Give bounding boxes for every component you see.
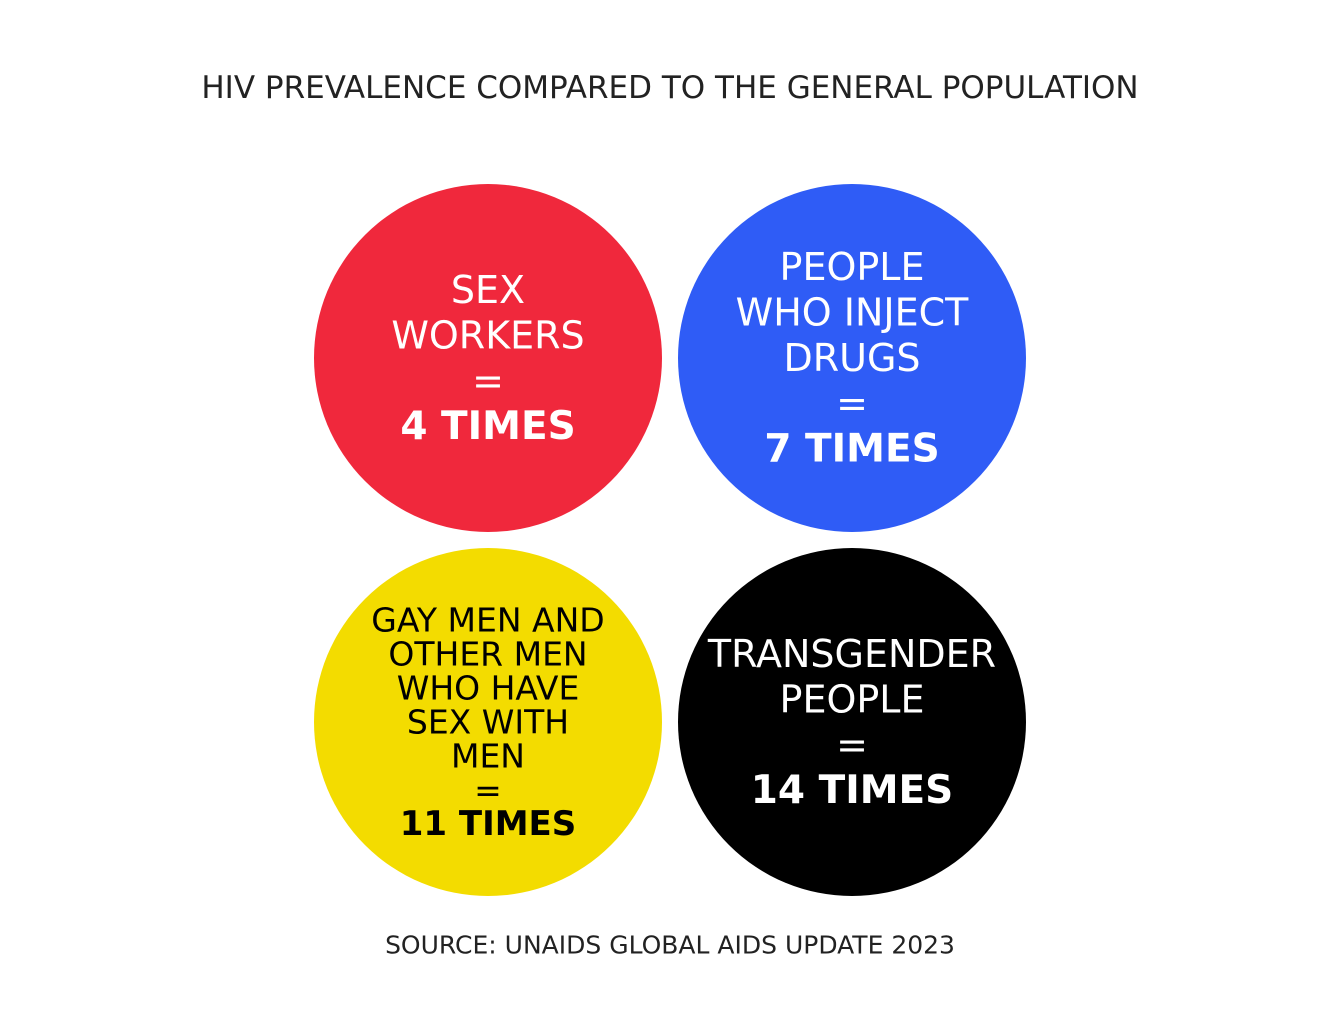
group-value: 11 TIMES bbox=[400, 804, 577, 844]
group-label: SEX bbox=[451, 268, 525, 312]
group-circle bbox=[314, 184, 662, 532]
title: HIV PREVALENCE COMPARED TO THE GENERAL P… bbox=[201, 70, 1138, 106]
equals-sign: = bbox=[836, 382, 868, 426]
group-label: WORKERS bbox=[391, 313, 584, 357]
equals-sign: = bbox=[836, 723, 868, 767]
group-value: 7 TIMES bbox=[764, 427, 939, 472]
group-label: WHO HAVE bbox=[397, 669, 580, 708]
equals-sign: = bbox=[474, 771, 502, 810]
group-value: 14 TIMES bbox=[751, 768, 954, 813]
group-label: PEOPLE bbox=[780, 677, 925, 721]
group-label: DRUGS bbox=[783, 336, 920, 380]
source: SOURCE: UNAIDS GLOBAL AIDS UPDATE 2023 bbox=[385, 931, 955, 960]
group-label: PEOPLE bbox=[780, 245, 925, 289]
group-circle bbox=[678, 548, 1026, 896]
group-circle bbox=[314, 548, 662, 896]
group-label: TRANSGENDER bbox=[707, 632, 996, 676]
group-label: SEX WITH bbox=[407, 703, 569, 742]
group-label: OTHER MEN bbox=[388, 635, 587, 674]
equals-sign: = bbox=[472, 359, 504, 403]
group-label: WHO INJECT bbox=[736, 291, 970, 335]
group-circle bbox=[678, 184, 1026, 532]
group-label: GAY MEN AND bbox=[371, 601, 604, 640]
group-label: MEN bbox=[451, 737, 525, 776]
group-value: 4 TIMES bbox=[400, 404, 575, 449]
